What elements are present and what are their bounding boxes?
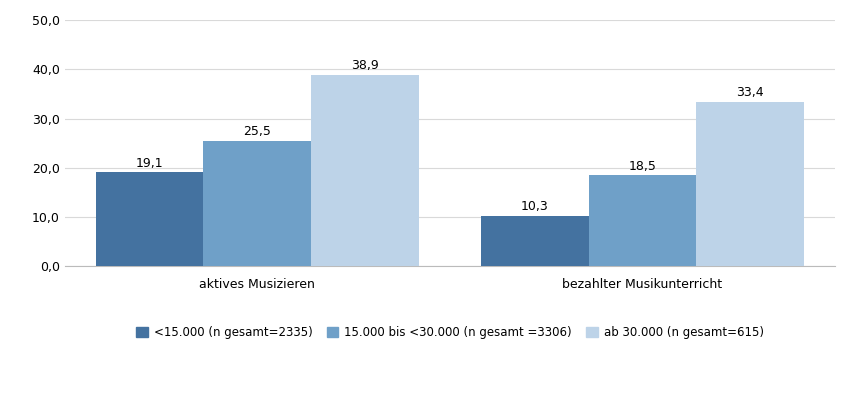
Bar — [203, 141, 311, 266]
Text: 38,9: 38,9 — [351, 59, 379, 72]
Bar — [588, 175, 696, 266]
Text: 25,5: 25,5 — [243, 125, 271, 138]
Bar — [696, 102, 804, 266]
Text: 18,5: 18,5 — [628, 160, 656, 173]
Bar — [96, 172, 203, 266]
Text: 19,1: 19,1 — [136, 157, 163, 170]
Bar — [311, 75, 419, 266]
Text: 10,3: 10,3 — [521, 200, 548, 213]
Text: 33,4: 33,4 — [736, 86, 764, 99]
Legend: <15.000 (n gesamt=2335), 15.000 bis <30.000 (n gesamt =3306), ab 30.000 (n gesam: <15.000 (n gesamt=2335), 15.000 bis <30.… — [136, 326, 764, 339]
Bar — [481, 216, 588, 266]
